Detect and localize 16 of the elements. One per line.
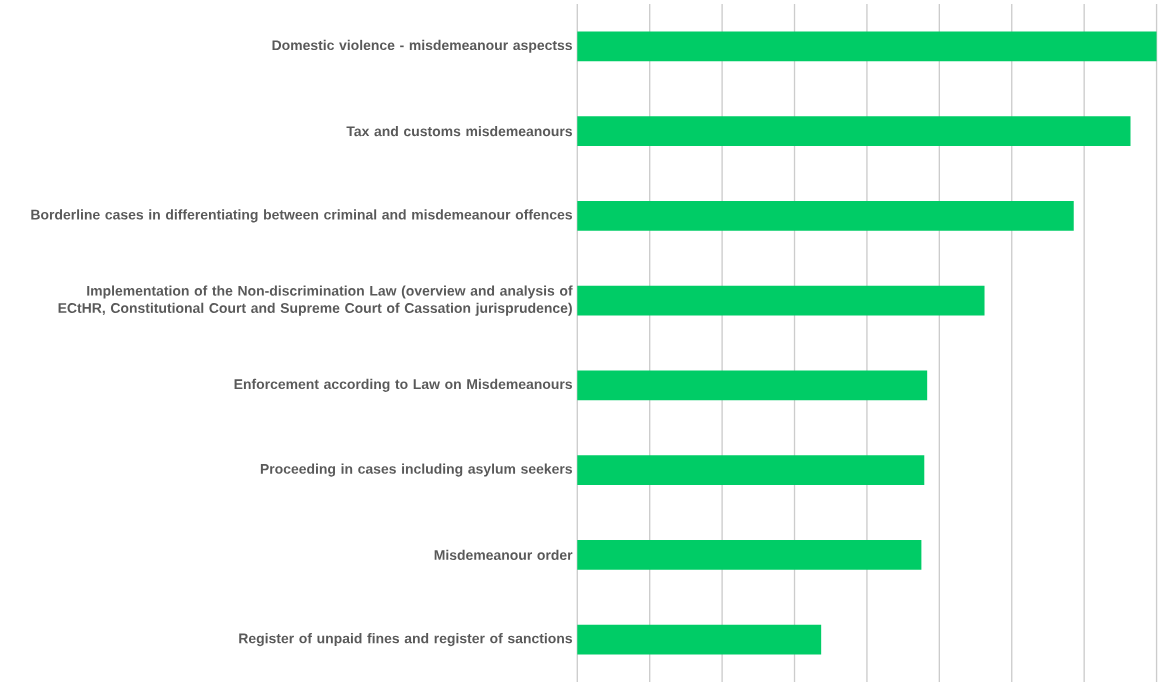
y-tick-label: Misdemeanour order: [434, 549, 573, 560]
y-tick-label: Proceeding in cases including asylum seekers: [260, 463, 572, 477]
bar: [577, 31, 1157, 62]
y-tick-label: Enforcement according to Law on Misdemeanours: [234, 378, 573, 392]
bar: [577, 539, 922, 570]
y-tick-label: Implementation of the Non-discrimination Law (overview and analysis of ECtHR, Constitutional Court and Supreme Court of Cassation jurisprudence): [58, 285, 573, 316]
y-tick-label: Domestic violence - misdemeanour aspectss: [272, 39, 572, 53]
bar: [577, 285, 985, 316]
bar: [577, 455, 925, 486]
y-tick-label: Borderline cases in differentiating between criminal and misdemeanour offences: [31, 209, 573, 223]
bar: [577, 624, 822, 655]
bar: [577, 370, 928, 401]
y-tick-label: Register of unpaid fines and register of sanctions: [239, 633, 573, 647]
y-tick-label: Tax and customs misdemeanours: [346, 125, 572, 137]
bar: [577, 116, 1131, 147]
bar: [577, 200, 1074, 231]
